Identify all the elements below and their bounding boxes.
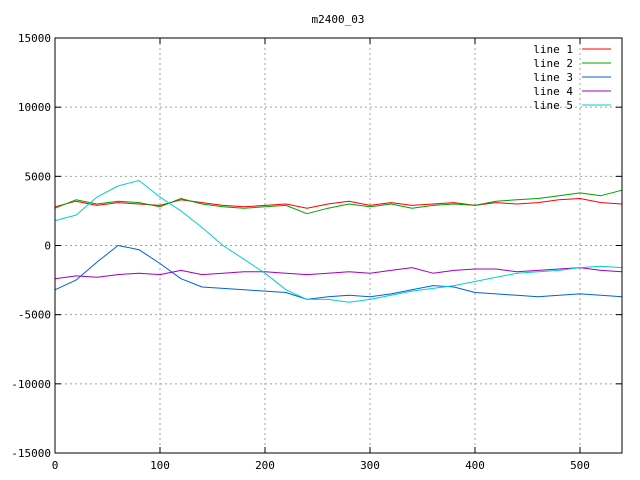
- series-line-3: [54, 245, 623, 300]
- x-tick-label: 500: [570, 459, 590, 472]
- y-tick-label: -10000: [11, 378, 51, 391]
- y-tick-label: 0: [44, 240, 51, 253]
- x-tick-label: 0: [52, 459, 59, 472]
- legend-label: line 1: [533, 43, 573, 56]
- series-line-2: [54, 189, 623, 215]
- x-tick-label: 300: [360, 459, 380, 472]
- y-tick-label: -15000: [11, 447, 51, 460]
- series-line-5: [54, 180, 623, 303]
- chart-title: m2400_03: [312, 13, 365, 26]
- tick-layer: 0 100 200 300 400 500 -15000 -10000 -5000 0 5000 10…: [11, 32, 622, 472]
- legend-label: line 2: [533, 57, 573, 70]
- y-tick-label: 5000: [25, 170, 52, 183]
- grid-layer: [55, 38, 622, 453]
- y-tick-label: 10000: [18, 101, 51, 114]
- legend-label: line 4: [533, 85, 573, 98]
- y-tick-label: 15000: [18, 32, 51, 45]
- legend-label: line 3: [533, 71, 573, 84]
- x-tick-label: 400: [465, 459, 485, 472]
- legend-label: line 5: [533, 99, 573, 112]
- x-tick-label: 100: [150, 459, 170, 472]
- y-tick-label: -5000: [18, 309, 51, 322]
- series-line-4: [54, 267, 623, 280]
- series-layer: [54, 180, 623, 303]
- x-tick-label: 200: [255, 459, 275, 472]
